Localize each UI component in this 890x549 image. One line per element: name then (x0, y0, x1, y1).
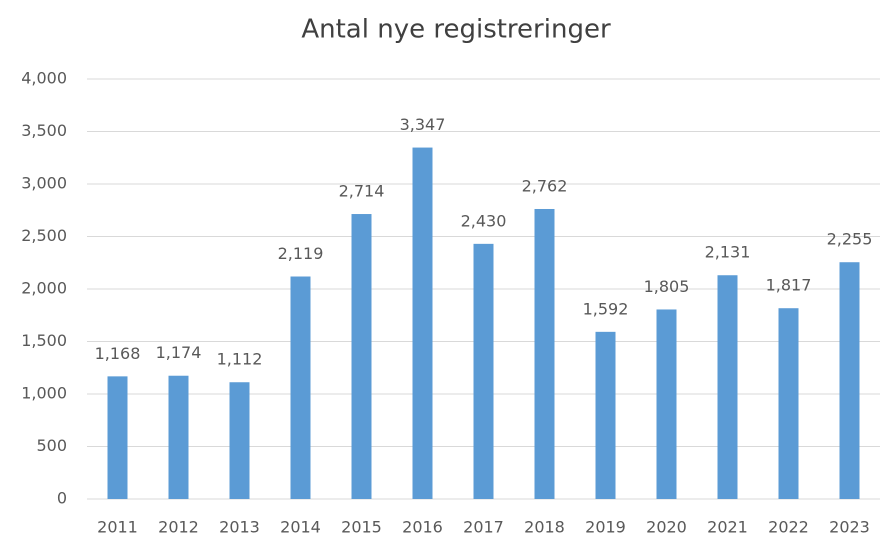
data-label: 2,131 (705, 243, 751, 262)
x-tick-label: 2019 (585, 518, 626, 537)
x-tick-label: 2021 (707, 518, 748, 537)
data-label: 1,112 (217, 350, 263, 369)
bar (473, 243, 494, 499)
x-tick-label: 2012 (158, 518, 199, 537)
x-tick-label: 2016 (402, 518, 443, 537)
y-tick-label: 2,500 (21, 226, 67, 245)
y-tick-label: 3,000 (21, 174, 67, 193)
data-label: 2,430 (461, 211, 507, 230)
y-tick-label: 2,000 (21, 279, 67, 298)
x-tick-label: 2014 (280, 518, 321, 537)
bar (595, 331, 616, 499)
x-tick-label: 2020 (646, 518, 687, 537)
x-tick-label: 2015 (341, 518, 382, 537)
bar (351, 214, 372, 499)
x-tick-label: 2022 (768, 518, 809, 537)
y-tick-label: 3,500 (21, 121, 67, 140)
bar (778, 308, 799, 499)
bar (656, 309, 677, 499)
chart-title: Antal nye registreringer (301, 15, 611, 45)
y-tick-label: 1,000 (21, 384, 67, 403)
data-label: 2,119 (278, 244, 324, 263)
data-label: 2,762 (522, 176, 568, 195)
y-tick-label: 4,000 (21, 69, 67, 88)
data-label: 2,255 (827, 230, 873, 249)
data-label: 1,168 (95, 344, 141, 363)
bar (229, 382, 250, 499)
bar (717, 275, 738, 499)
x-tick-label: 2018 (524, 518, 565, 537)
bar (290, 276, 311, 499)
bar (168, 375, 189, 499)
x-tick-label: 2017 (463, 518, 504, 537)
data-label: 3,347 (400, 115, 446, 134)
data-label: 1,817 (766, 276, 812, 295)
data-label: 1,805 (644, 277, 690, 296)
x-tick-label: 2011 (97, 518, 138, 537)
bar (412, 147, 433, 499)
x-tick-label: 2023 (829, 518, 870, 537)
data-label: 1,174 (156, 343, 202, 362)
y-tick-label: 500 (36, 436, 67, 455)
data-label: 2,714 (339, 182, 385, 201)
bar (107, 376, 128, 499)
x-tick-label: 2013 (219, 518, 260, 537)
bar (534, 208, 555, 500)
y-tick-label: 1,500 (21, 331, 67, 350)
bar (839, 262, 860, 499)
data-label: 1,592 (583, 299, 629, 318)
y-tick-label: 0 (57, 489, 67, 508)
